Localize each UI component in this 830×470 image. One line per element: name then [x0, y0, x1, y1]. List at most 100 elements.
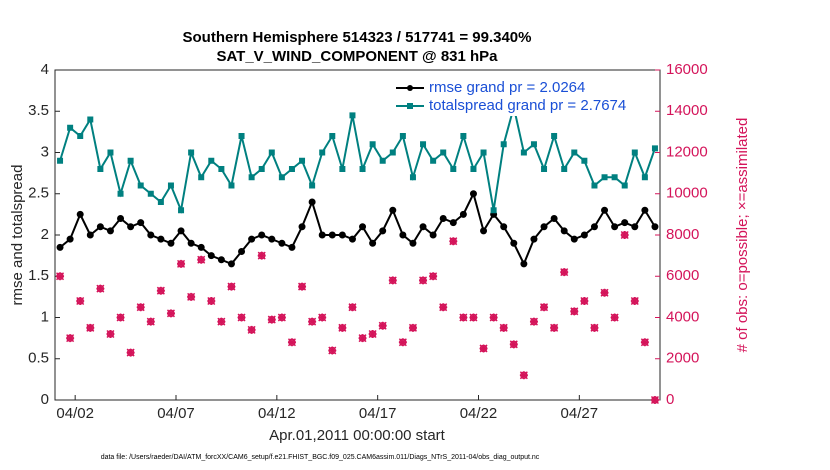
- x-tick-label: 04/07: [157, 405, 195, 422]
- data-point: [178, 207, 185, 214]
- data-point: [268, 235, 276, 243]
- data-point: [107, 149, 114, 156]
- footnote: data file: /Users/raeder/DAI/ATM_forcXX/…: [101, 454, 540, 461]
- data-point: [338, 323, 347, 332]
- data-point: [177, 259, 186, 268]
- data-point: [500, 223, 508, 231]
- data-point: [56, 243, 64, 251]
- data-point: [328, 346, 337, 355]
- data-point: [510, 239, 518, 247]
- data-point: [591, 182, 598, 189]
- data-point: [480, 227, 488, 235]
- data-point: [348, 235, 356, 243]
- data-point: [137, 219, 145, 227]
- data-point: [76, 210, 84, 218]
- data-point: [369, 239, 377, 247]
- data-point: [641, 174, 648, 181]
- data-point: [409, 174, 416, 181]
- data-point: [67, 124, 74, 131]
- data-point: [57, 157, 64, 164]
- data-point: [580, 231, 588, 239]
- data-point: [560, 268, 569, 277]
- y2-tick-label: 8000: [666, 226, 699, 243]
- legend-label: totalspread grand pr = 2.7674: [429, 97, 626, 114]
- data-point: [127, 157, 134, 164]
- data-point: [561, 166, 568, 172]
- y2-tick-label: 6000: [666, 267, 699, 284]
- legend-marker: [407, 103, 413, 109]
- y-tick-label: 4: [41, 61, 49, 78]
- data-point: [339, 166, 346, 172]
- data-point: [208, 157, 215, 164]
- data-point: [640, 338, 649, 347]
- data-point: [137, 182, 144, 189]
- y2-axis-label: # of obs: o=possible; ×=assimilated: [734, 118, 751, 353]
- data-point: [329, 133, 336, 139]
- data-point: [348, 303, 357, 312]
- data-point: [620, 230, 629, 240]
- data-point: [460, 133, 467, 139]
- legend-marker: [407, 85, 413, 91]
- data-point: [258, 231, 266, 239]
- y-tick-label: 1: [41, 308, 49, 325]
- data-point: [651, 145, 658, 152]
- data-point: [399, 231, 407, 239]
- data-point: [550, 215, 558, 222]
- data-point: [469, 190, 477, 198]
- data-point: [277, 313, 286, 322]
- data-point: [439, 215, 447, 222]
- data-point: [349, 112, 356, 119]
- data-point: [399, 133, 406, 139]
- data-point: [197, 255, 206, 264]
- data-point: [631, 223, 639, 231]
- data-point: [610, 313, 619, 322]
- y2-tick-label: 0: [666, 391, 674, 408]
- data-point: [278, 174, 285, 181]
- data-point: [187, 239, 195, 247]
- data-point: [308, 317, 317, 326]
- data-point: [611, 174, 618, 181]
- data-point: [166, 309, 175, 318]
- data-point: [409, 239, 417, 247]
- data-point: [379, 157, 386, 164]
- data-point: [499, 323, 508, 332]
- data-point: [388, 276, 397, 285]
- y2-tick-label: 2000: [666, 350, 699, 367]
- data-point: [147, 231, 155, 239]
- data-point: [127, 223, 135, 231]
- data-point: [449, 219, 457, 227]
- data-point: [197, 243, 205, 251]
- data-point: [96, 223, 104, 231]
- data-point: [97, 166, 104, 172]
- data-point: [520, 149, 527, 156]
- data-point: [601, 174, 608, 181]
- data-point: [157, 199, 164, 205]
- data-point: [117, 190, 124, 197]
- data-point: [449, 237, 458, 246]
- data-point: [570, 307, 579, 316]
- data-point: [489, 313, 498, 322]
- data-point: [248, 174, 255, 181]
- data-point: [479, 344, 488, 353]
- data-point: [188, 149, 195, 156]
- data-point: [419, 276, 428, 285]
- y-tick-label: 3: [41, 143, 49, 160]
- data-point: [590, 223, 598, 231]
- data-point: [76, 296, 85, 306]
- data-point: [530, 141, 537, 148]
- data-point: [267, 315, 276, 324]
- data-point: [530, 235, 538, 243]
- data-point: [217, 317, 226, 326]
- data-point: [126, 348, 135, 357]
- chart-subtitle: SAT_V_WIND_COMPONENT @ 831 hPa: [216, 48, 498, 65]
- data-point: [641, 206, 649, 214]
- data-point: [207, 296, 216, 306]
- y2-tick-label: 10000: [666, 185, 708, 202]
- data-point: [218, 166, 225, 172]
- data-point: [650, 395, 659, 405]
- data-point: [429, 272, 438, 281]
- data-point: [198, 174, 205, 181]
- x-tick-label: 04/27: [561, 405, 599, 422]
- data-point: [440, 149, 447, 156]
- y-tick-label: 0.5: [28, 350, 49, 367]
